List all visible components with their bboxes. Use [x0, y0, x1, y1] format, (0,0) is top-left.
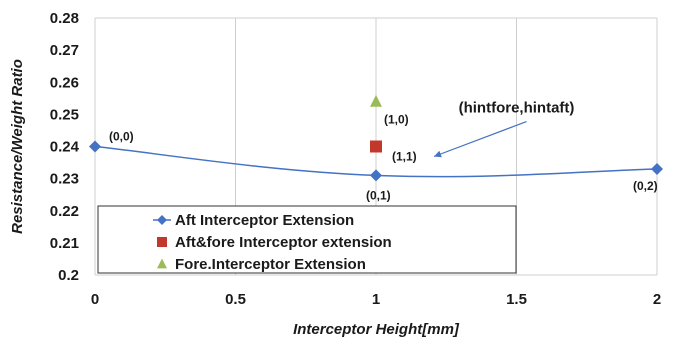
- x-tick-label-3: 1.5: [506, 291, 527, 308]
- x-tick-labels: 0 0.5 1 1.5 2: [91, 291, 661, 308]
- x-tick-label-0: 0: [91, 291, 99, 308]
- legend-marker-1: [157, 237, 167, 247]
- y-tick-labels: 0.2 0.21 0.22 0.23 0.24 0.25 0.26 0.27 0.28: [50, 10, 80, 284]
- callout-arrow-head: [434, 150, 442, 158]
- y-tick-label-1: 0.21: [50, 235, 79, 252]
- annotation-3: (1,1): [392, 150, 417, 164]
- x-tick-label-4: 2: [653, 291, 661, 308]
- legend-box: [97, 205, 517, 274]
- y-tick-label-5: 0.25: [50, 106, 79, 123]
- y-axis-title: Resistance/Weight Ratio: [9, 59, 26, 234]
- series-1-point-0: [370, 140, 382, 153]
- legend-marker-2: [157, 258, 167, 269]
- x-tick-label-1: 0.5: [225, 291, 246, 308]
- x-tick-label-2: 1: [372, 291, 380, 308]
- series-2-point-0: [370, 94, 382, 107]
- plot-area: [89, 94, 663, 182]
- annotation-1: (0,1): [366, 188, 391, 202]
- legend-label-2: Fore.Interceptor Extension: [175, 256, 366, 273]
- y-tick-label-8: 0.28: [50, 10, 79, 27]
- y-tick-label-4: 0.24: [50, 139, 80, 156]
- y-tick-label-6: 0.26: [50, 74, 79, 91]
- annotation-4: (1,0): [384, 113, 409, 127]
- x-axis-title: Interceptor Height[mm]: [293, 321, 460, 338]
- annotation-0: (0,0): [109, 130, 134, 144]
- legend-label-1: Aft&fore Interceptor extension: [175, 234, 392, 251]
- legend-label-0: Aft Interceptor Extension: [175, 212, 354, 229]
- series-0-point-1: [370, 169, 382, 182]
- y-tick-label-2: 0.22: [50, 203, 79, 220]
- callout-arrow-line: [433, 121, 527, 158]
- y-tick-label-0: 0.2: [58, 267, 79, 284]
- annotations: (0,0) (0,1) (0,2) (1,1) (1,0) (hintfore,hinta…: [109, 100, 658, 203]
- grid: [94, 17, 658, 276]
- series-0-point-2: [651, 162, 663, 175]
- legend-marker-0: [157, 215, 167, 225]
- legend: Aft Interceptor Extension Aft&fore Interc…: [97, 205, 517, 274]
- annotation-5: (hintfore,hintaft): [459, 100, 575, 117]
- y-tick-label-3: 0.23: [50, 171, 79, 188]
- y-tick-label-7: 0.27: [50, 42, 79, 59]
- annotation-2: (0,2): [633, 179, 658, 193]
- series-0-point-0: [89, 140, 101, 153]
